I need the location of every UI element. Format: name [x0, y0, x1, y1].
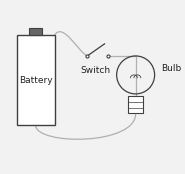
Bar: [128, 96, 143, 113]
Bar: [16, 35, 55, 125]
Text: Bulb: Bulb: [162, 64, 182, 73]
Text: Battery: Battery: [19, 76, 52, 85]
Bar: [29, 28, 42, 35]
Text: Switch: Switch: [81, 66, 111, 75]
